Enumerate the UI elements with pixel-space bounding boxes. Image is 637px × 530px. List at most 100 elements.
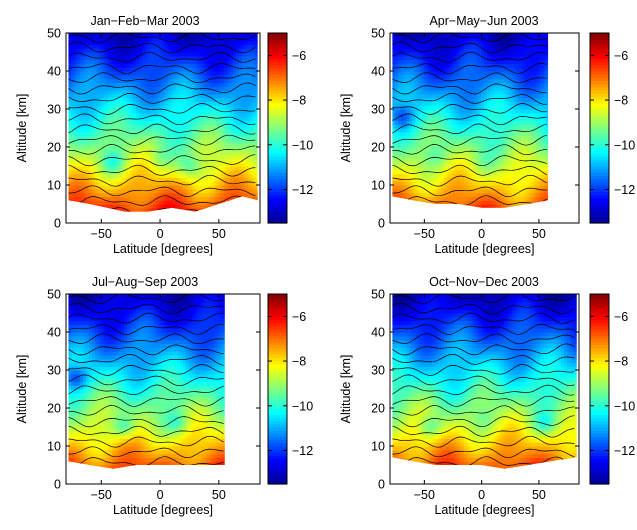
heatmap-cell <box>68 208 72 212</box>
heatmap-cell <box>80 208 84 212</box>
heatmap-cell <box>236 208 240 212</box>
heatmap-cell <box>189 212 193 216</box>
heatmap-cell <box>256 139 260 143</box>
colorbar-segment <box>268 33 287 37</box>
heatmap-cell <box>215 208 219 212</box>
heatmap-cell <box>218 208 222 212</box>
heatmap-cell <box>472 215 475 219</box>
heatmap-cell <box>86 215 90 219</box>
heatmap-cell <box>159 212 163 216</box>
heatmap-cell <box>115 215 119 219</box>
heatmap-cell <box>418 215 421 219</box>
heatmap-cell <box>71 204 75 208</box>
heatmap-cell <box>215 212 219 216</box>
heatmap-cell <box>256 170 260 174</box>
heatmap-cell <box>432 215 435 219</box>
heatmap-cell <box>186 215 190 219</box>
heatmap-cell <box>242 204 246 208</box>
heatmap-cell <box>418 208 421 212</box>
heatmap-cell <box>248 215 252 219</box>
heatmap-cell <box>80 212 84 216</box>
heatmap-cell <box>224 208 228 212</box>
heatmap-cell <box>245 212 249 216</box>
heatmap-cell <box>204 208 208 212</box>
heatmap-cell <box>236 212 240 216</box>
heatmap-cell <box>395 212 398 216</box>
heatmap-cell <box>398 204 401 208</box>
heatmap-cell <box>133 212 137 216</box>
x-tick-label: 50 <box>212 227 226 241</box>
heatmap-cell <box>481 208 484 212</box>
heatmap-cell <box>215 215 219 219</box>
colorbar-tick-label: −10 <box>292 138 313 152</box>
heatmap-cell <box>421 204 424 208</box>
heatmap-cell <box>421 212 424 216</box>
heatmap-cell <box>432 212 435 216</box>
heatmap-cell <box>398 212 401 216</box>
heatmap-cell <box>89 212 93 216</box>
heatmap-cell <box>230 215 234 219</box>
heatmap-cell <box>432 204 435 208</box>
colorbar-tick-label: −8 <box>292 94 306 108</box>
heatmap-cell <box>398 200 401 204</box>
heatmap-cell <box>256 94 260 98</box>
heatmap-cell <box>95 215 99 219</box>
heatmap-cell <box>415 208 418 212</box>
heatmap-cell <box>464 215 467 219</box>
heatmap-cell <box>455 204 458 208</box>
heatmap-cell <box>254 215 258 219</box>
heatmap-cell <box>168 208 172 212</box>
heatmap-cell <box>251 208 255 212</box>
heatmap-cell <box>183 215 187 219</box>
heatmap-cell <box>438 212 441 216</box>
heatmap-cell <box>256 37 260 41</box>
heatmap-cell <box>475 212 478 216</box>
heatmap-cell <box>192 215 196 219</box>
heatmap-cell <box>256 63 260 67</box>
heatmap-cell <box>401 208 404 212</box>
heatmap-cell <box>151 212 155 216</box>
heatmap-cell <box>424 212 427 216</box>
heatmap-cell <box>71 215 75 219</box>
heatmap-cell <box>441 208 444 212</box>
heatmap-cell <box>256 98 260 102</box>
heatmap-cell <box>409 208 412 212</box>
heatmap-cell <box>77 204 81 208</box>
heatmap-cell <box>458 215 461 219</box>
heatmap-cell <box>201 212 205 216</box>
heatmap-cell <box>256 75 260 79</box>
heatmap-cell <box>256 185 260 189</box>
colorbar-tick-label: −12 <box>292 183 313 197</box>
heatmap-cell <box>207 208 211 212</box>
y-tick-label: 10 <box>47 179 61 193</box>
heatmap-cell <box>470 208 473 212</box>
heatmap-cell <box>136 215 140 219</box>
heatmap-cell <box>392 208 395 212</box>
heatmap-cell <box>458 208 461 212</box>
heatmap-cell <box>221 204 225 208</box>
heatmap-cell <box>401 212 404 216</box>
heatmap-cell <box>110 215 114 219</box>
heatmap-cell <box>165 215 169 219</box>
heatmap-cell <box>212 208 216 212</box>
heatmap-cell <box>256 132 260 136</box>
heatmap-cell <box>404 204 407 208</box>
heatmap-cell <box>245 204 249 208</box>
heatmap-cell <box>441 212 444 216</box>
heatmap-cell <box>142 215 146 219</box>
heatmap-cell <box>245 200 249 204</box>
heatmap-cell <box>256 204 260 208</box>
heatmap-cell <box>209 212 213 216</box>
heatmap-cell <box>438 208 441 212</box>
heatmap-cell <box>215 204 219 208</box>
heatmap-cell <box>430 212 433 216</box>
heatmap-cell <box>256 120 260 124</box>
heatmap-cell <box>209 215 213 219</box>
heatmap-cell <box>427 212 430 216</box>
heatmap-cell <box>421 208 424 212</box>
heatmap-cell <box>424 204 427 208</box>
heatmap-cell <box>245 208 249 212</box>
heatmap-cells <box>68 32 260 224</box>
